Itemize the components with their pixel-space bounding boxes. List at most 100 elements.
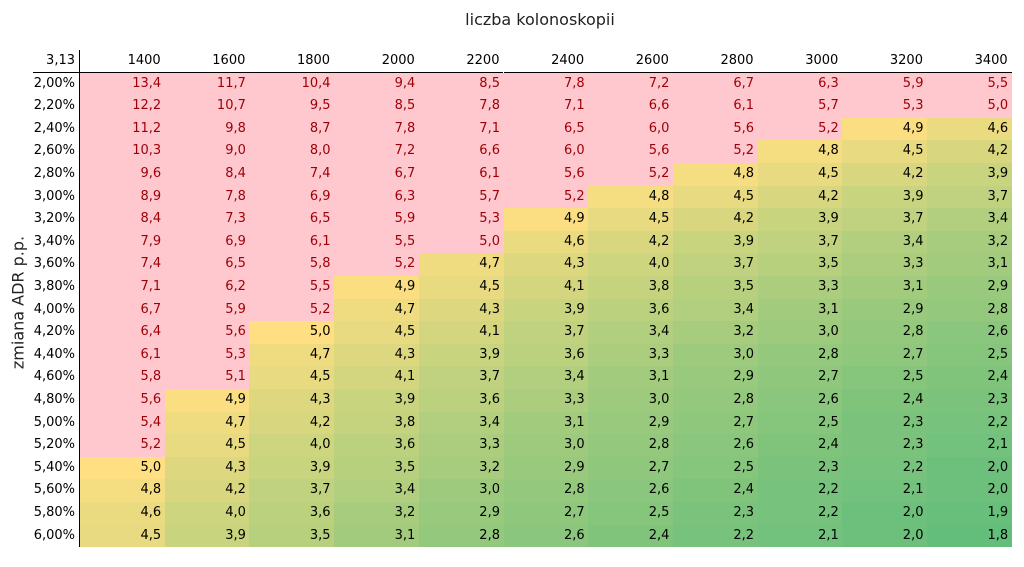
cell: 3,4 (927, 208, 1013, 231)
cell: 5,5 (927, 72, 1013, 96)
cell: 7,2 (588, 72, 674, 96)
cell: 6,5 (164, 253, 250, 276)
cell: 4,5 (842, 140, 928, 163)
cell: 2,5 (672, 456, 759, 480)
cell: 10,7 (164, 95, 250, 118)
cell: 3,3 (842, 253, 928, 276)
cell: 5,0 (418, 230, 504, 254)
row-header: 4,20% (33, 321, 80, 344)
cell: 3,1 (503, 411, 589, 435)
cell: 4,8 (80, 479, 166, 502)
column-header: 2400 (503, 50, 589, 73)
cell: 4,5 (249, 366, 335, 389)
cell: 7,8 (503, 72, 589, 96)
cell: 7,8 (164, 185, 250, 209)
row-header: 5,20% (33, 434, 80, 457)
cell: 4,1 (503, 276, 589, 299)
cell: 6,0 (588, 117, 674, 141)
cell: 2,7 (588, 456, 674, 480)
column-header: 1800 (249, 50, 335, 73)
cell: 3,1 (588, 366, 674, 389)
cell: 2,4 (927, 366, 1013, 389)
cell: 3,6 (588, 298, 674, 322)
row-header: 4,60% (33, 366, 80, 389)
cell: 5,2 (334, 253, 420, 276)
column-header: 2200 (418, 50, 504, 73)
cell: 2,0 (927, 456, 1013, 480)
cell: 2,0 (842, 524, 928, 548)
cell: 2,4 (588, 524, 674, 548)
cell: 2,7 (842, 343, 928, 367)
cell: 4,5 (80, 524, 166, 548)
cell: 6,3 (757, 72, 843, 96)
cell: 3,7 (927, 185, 1013, 209)
cell: 6,1 (249, 230, 335, 254)
cell: 3,4 (672, 298, 759, 322)
cell: 3,6 (334, 434, 420, 457)
cell: 2,1 (927, 434, 1013, 457)
cell: 6,0 (503, 140, 589, 163)
cell: 4,2 (757, 185, 843, 209)
cell: 2,2 (757, 502, 843, 525)
cell: 4,9 (334, 276, 420, 299)
cell: 5,3 (842, 95, 928, 118)
cell: 3,4 (418, 411, 504, 435)
cell: 2,8 (757, 343, 843, 367)
cell: 4,0 (588, 253, 674, 276)
cell: 6,5 (503, 117, 589, 141)
row-header: 2,20% (33, 95, 80, 118)
row-header: 4,40% (33, 343, 80, 367)
cell: 5,7 (757, 95, 843, 118)
cell: 10,3 (80, 140, 166, 163)
cell: 11,7 (164, 72, 250, 96)
row-header: 6,00% (33, 524, 80, 548)
cell: 3,3 (503, 389, 589, 412)
cell: 5,9 (334, 208, 420, 231)
cell: 7,2 (334, 140, 420, 163)
cell: 2,6 (588, 479, 674, 502)
cell: 3,2 (672, 321, 759, 344)
cell: 4,7 (418, 253, 504, 276)
cell: 3,7 (757, 230, 843, 254)
cell: 4,3 (418, 298, 504, 322)
cell: 3,7 (672, 253, 759, 276)
cell: 3,9 (672, 230, 759, 254)
cell: 3,5 (334, 456, 420, 480)
cell: 5,2 (588, 163, 674, 186)
cell: 8,5 (418, 72, 504, 96)
cell: 2,9 (418, 502, 504, 525)
cell: 1,8 (927, 524, 1013, 548)
cell: 6,9 (164, 230, 250, 254)
cell: 3,2 (418, 456, 504, 480)
cell: 2,1 (757, 524, 843, 548)
cell: 3,3 (418, 434, 504, 457)
cell: 3,9 (757, 208, 843, 231)
cell: 7,4 (80, 253, 166, 276)
cell: 4,5 (418, 276, 504, 299)
cell: 4,3 (164, 456, 250, 480)
cell: 10,4 (249, 72, 335, 96)
cell: 5,7 (418, 185, 504, 209)
corner-cell: 3,13 (33, 50, 80, 73)
row-header: 3,00% (33, 185, 80, 209)
cell: 9,6 (80, 163, 166, 186)
cell: 3,0 (672, 343, 759, 367)
cell: 4,2 (672, 208, 759, 231)
cell: 2,2 (757, 479, 843, 502)
cell: 3,8 (588, 276, 674, 299)
cell: 2,9 (927, 276, 1013, 299)
cell: 2,6 (927, 321, 1013, 344)
cell: 3,7 (842, 208, 928, 231)
cell: 2,9 (503, 456, 589, 480)
cell: 2,6 (757, 389, 843, 412)
cell: 11,2 (80, 117, 166, 141)
cell: 2,3 (757, 456, 843, 480)
cell: 5,4 (80, 411, 166, 435)
cell: 5,2 (80, 434, 166, 457)
cell: 4,1 (418, 321, 504, 344)
row-header: 5,00% (33, 411, 80, 435)
cell: 3,5 (249, 524, 335, 548)
cell: 7,1 (80, 276, 166, 299)
cell: 4,3 (249, 389, 335, 412)
